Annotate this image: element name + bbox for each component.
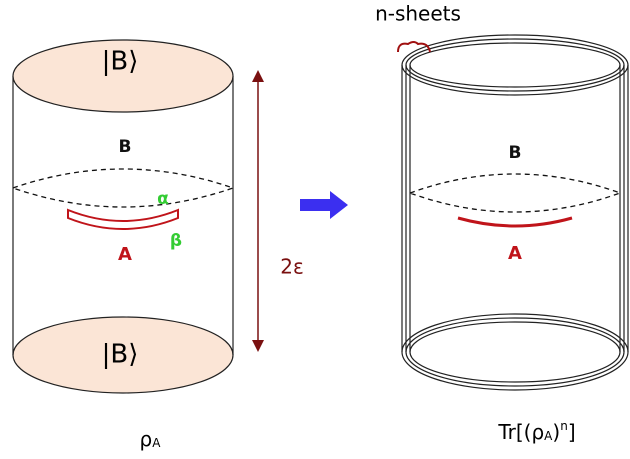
caption-part: ) [552, 420, 560, 444]
sheets-label: n-sheets [375, 2, 461, 26]
top-cap-label: |B⟩ [102, 47, 139, 77]
transition-arrow [300, 191, 348, 219]
right-cylinders [398, 35, 628, 390]
beta-label: β [170, 231, 182, 251]
interval-label: A [118, 244, 132, 265]
right-caption: Tr[(ρA)n] [497, 419, 575, 444]
caption-part: ρ [140, 427, 153, 451]
height-label: 2ε [280, 255, 304, 279]
caption-part: A [152, 436, 161, 450]
slice-label: B [509, 143, 522, 163]
bottom-cap-label: |B⟩ [102, 340, 139, 370]
interval-label: A [508, 243, 522, 264]
caption-part: Tr[(ρ [497, 420, 544, 444]
alpha-label: α [157, 189, 169, 209]
slice-label: B [119, 137, 132, 157]
diagram: |B⟩ |B⟩ B A α β 2ε ρA n-sheets B A Tr[(ρ… [0, 0, 630, 459]
left-caption: ρA [140, 427, 162, 451]
caption-part: ] [568, 420, 576, 444]
caption-part: n [560, 419, 568, 433]
